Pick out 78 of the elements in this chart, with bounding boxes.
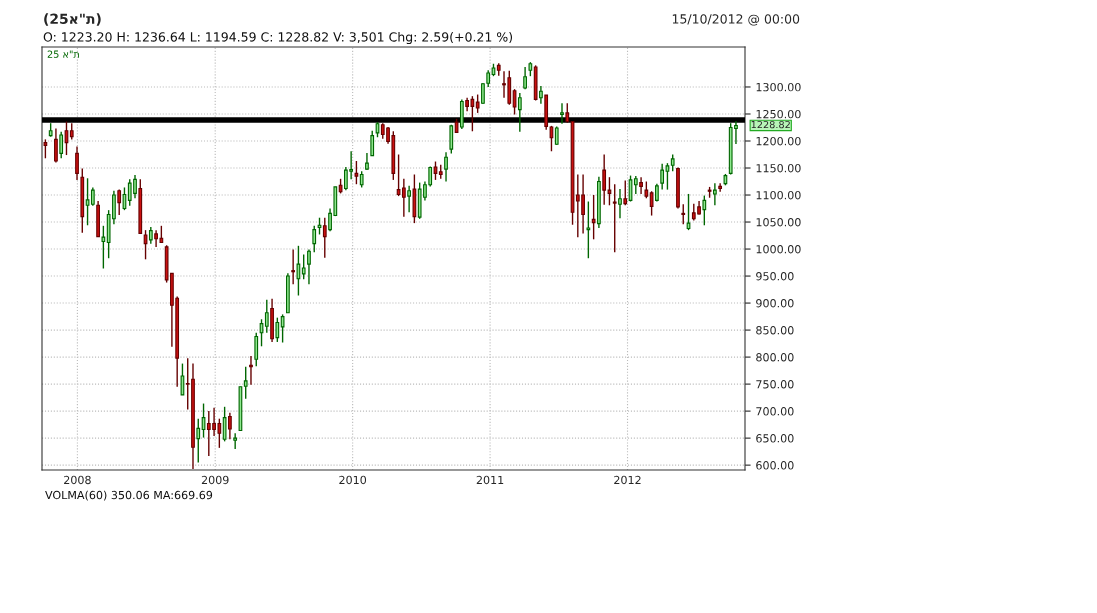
candlestick: [618, 188, 622, 219]
candlestick: [322, 217, 327, 259]
candlestick: [291, 248, 296, 285]
candlestick: [196, 417, 201, 464]
candlestick: [449, 124, 454, 155]
candlestick: [201, 402, 206, 439]
candlestick: [718, 182, 723, 193]
annotation: 1228.82: [751, 120, 790, 129]
y-tick-label: 1100.00: [756, 191, 801, 200]
y-tick-label: 1050.00: [756, 218, 801, 227]
y-tick-label: 1250.00: [756, 109, 801, 119]
candlestick: [101, 225, 106, 270]
candlestick: [565, 102, 570, 124]
candlestick: [660, 162, 665, 191]
candlestick: [117, 188, 122, 216]
y-tick-label: 800.00: [756, 353, 794, 362]
candlestick: [475, 93, 480, 114]
candlestick: [296, 245, 301, 297]
y-tick-label: 950.00: [756, 272, 794, 281]
annotation: 25 א"ת: [47, 50, 79, 58]
candlestick: [586, 200, 591, 259]
candlestick: [90, 186, 95, 207]
candlestick: [681, 203, 686, 225]
candlestick: [233, 432, 238, 450]
candlestick: [444, 151, 448, 183]
candlestick: [254, 332, 259, 367]
x-tick-label: 2010: [339, 475, 367, 485]
candlestick: [591, 194, 596, 241]
candlestick: [512, 88, 517, 116]
candlestick: [180, 362, 185, 396]
y-tick-label: 1000.00: [756, 245, 801, 254]
candlestick: [554, 125, 559, 146]
candlestick: [370, 130, 375, 157]
text: VOLMA(60) 350.06 MA:669.69: [45, 490, 213, 501]
x-tick-label: 2008: [64, 475, 91, 485]
candlestick: [649, 190, 654, 217]
candlestick: [560, 102, 564, 125]
candlestick: [275, 316, 280, 343]
y-tick-label: 1200.00: [756, 136, 801, 146]
y-tick-label: 850.00: [756, 326, 794, 335]
candlestick: [702, 194, 707, 226]
candlestick: [59, 131, 64, 159]
candlestick: [122, 186, 127, 211]
y-tick-label: 1150.00: [756, 163, 801, 173]
y-tick-label: 650.00: [756, 434, 794, 443]
candlestick: [517, 92, 522, 133]
text: O: 1223.20 H: 1236.64 L: 1194.59 C: 1228.82 V: 3,501 Chg: 2.59(+0.21 %): [43, 31, 513, 45]
candlestick: [143, 229, 148, 261]
candlestick: [264, 299, 269, 334]
candlestick: [401, 178, 406, 218]
candlestick: [686, 193, 691, 231]
chart-title: (25א"ת): [44, 13, 101, 26]
candlestick: [639, 176, 643, 195]
candlestick: [307, 248, 311, 285]
candlestick: [407, 185, 411, 214]
candlestick: [54, 127, 58, 164]
chart-subtitle: 15/10/2012 @ 00:00: [672, 14, 800, 26]
candlestick: [623, 179, 628, 206]
candlestick: [43, 138, 48, 159]
candlestick: [228, 412, 232, 440]
candlestick: [354, 160, 359, 185]
candlestick: [280, 313, 285, 344]
x-tick-label: 2012: [614, 475, 641, 485]
candlestick: [602, 153, 607, 206]
y-tick-label: 600.00: [756, 461, 794, 470]
y-tick-label: 1300.00: [756, 82, 801, 92]
candlestick: [222, 406, 227, 443]
candlestick: [75, 145, 79, 181]
y-tick-label: 700.00: [756, 407, 794, 416]
candlestick: [301, 253, 306, 280]
x-tick-label: 2009: [201, 475, 229, 485]
candlestick: [243, 366, 248, 400]
candlestick: [612, 183, 617, 253]
candlestick: [713, 182, 717, 206]
y-tick-label: 900.00: [756, 299, 794, 308]
candlestick: [312, 225, 317, 253]
x-tick-label: 2011: [476, 475, 504, 485]
y-tick-label: 750.00: [756, 380, 794, 389]
